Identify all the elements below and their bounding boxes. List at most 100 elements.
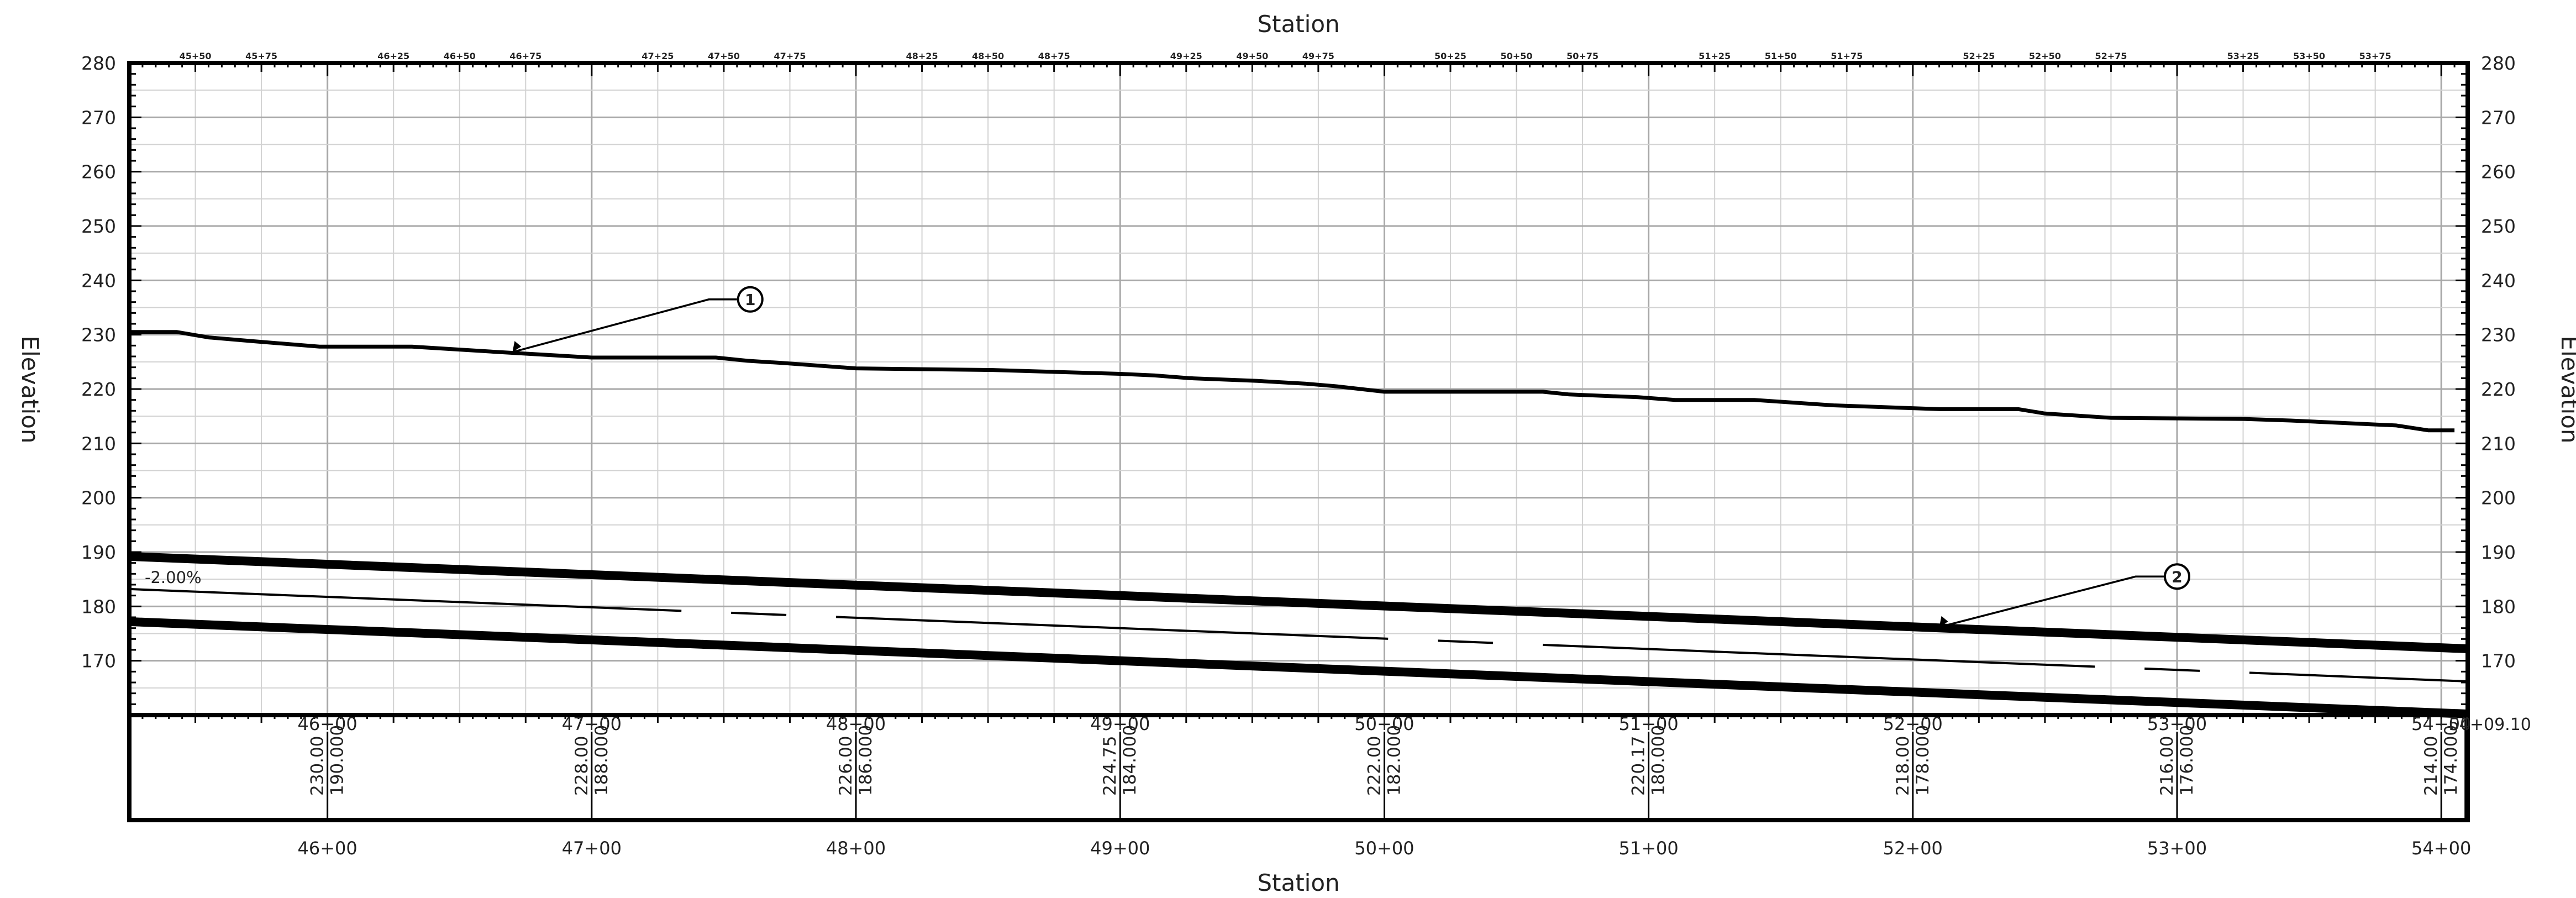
elevation-label-left: 190 <box>81 542 116 563</box>
right-axis-title: Elevation <box>2556 335 2576 443</box>
elevation-label-left: 240 <box>81 270 116 291</box>
band-station-label: 54+00 <box>2411 713 2471 734</box>
callout-leader <box>512 298 737 353</box>
invert-elevation-value: 190.000 <box>328 725 348 796</box>
elevation-label-left: 210 <box>81 433 116 454</box>
bottom-station-label: 50+00 <box>1354 838 1414 859</box>
band-station-label: 49+00 <box>1090 713 1150 734</box>
band-station-label: 46+00 <box>298 713 358 734</box>
station-label-top-minor: 46+50 <box>444 51 476 61</box>
ground-elevation-value: 218.00 <box>1893 736 1913 796</box>
station-label-top-minor: 51+25 <box>1699 51 1731 61</box>
station-label-top-minor: 47+75 <box>774 51 806 61</box>
left-axis-title: Elevation <box>17 335 44 443</box>
elevation-label-right: 260 <box>2481 161 2516 183</box>
invert-elevation-value: 182.000 <box>1384 725 1404 796</box>
station-label-top-minor: 47+50 <box>708 51 740 61</box>
station-label-top-minor: 48+25 <box>906 51 938 61</box>
bottom-axis-title: Station <box>1257 869 1339 896</box>
invert-elevation-value: 184.000 <box>1120 725 1140 796</box>
pipe-crown-line <box>129 552 2468 653</box>
ground-elevation-value: 214.00 <box>2421 736 2441 796</box>
data-band-border <box>127 713 2470 822</box>
elevation-label-left: 260 <box>81 161 116 183</box>
ground-elevation-value: 224.75 <box>1100 736 1120 796</box>
station-label-top-minor: 53+25 <box>2227 51 2259 61</box>
station-label-top-minor: 53+50 <box>2293 51 2325 61</box>
axes: 170 170 180 180 190 190 200 200 210 210 220 220 230 2… <box>81 51 2516 726</box>
bottom-station-label: 51+00 <box>1618 838 1678 859</box>
bottom-station-label: 49+00 <box>1090 838 1150 859</box>
station-label-top-minor: 50+25 <box>1434 51 1466 61</box>
band-station-label: 52+00 <box>1883 713 1943 734</box>
elevation-label-right: 270 <box>2481 107 2516 128</box>
station-label-top-minor: 52+50 <box>2029 51 2061 61</box>
invert-elevation-value: 186.000 <box>856 725 876 796</box>
bottom-station-label: 47+00 <box>562 838 622 859</box>
data-band: 46+00 46+00 47+00 47+00 48+00 48+00 49+00 49+00… <box>298 713 2531 859</box>
pipe-invert-line <box>129 617 2468 718</box>
bottom-station-label: 46+00 <box>298 838 358 859</box>
invert-elevation-value: 180.000 <box>1649 725 1669 796</box>
callouts: 12 <box>512 286 2190 628</box>
elevation-label-right: 230 <box>2481 324 2516 346</box>
station-label-top-minor: 49+50 <box>1236 51 1268 61</box>
elevation-label-right: 210 <box>2481 433 2516 454</box>
elevation-label-right: 170 <box>2481 650 2516 672</box>
bottom-station-label: 53+00 <box>2147 838 2207 859</box>
pipe-centerline <box>129 587 2468 682</box>
callout-leader <box>1939 575 2164 628</box>
elevation-label-right: 190 <box>2481 542 2516 563</box>
elevation-label-right: 240 <box>2481 270 2516 291</box>
elevation-label-left: 280 <box>81 52 116 74</box>
invert-elevation-value: 176.000 <box>2177 725 2197 796</box>
station-label-top-minor: 45+50 <box>180 51 212 61</box>
elevation-label-left: 170 <box>81 650 116 672</box>
station-label-top-minor: 53+75 <box>2359 51 2391 61</box>
elevation-label-left: 220 <box>81 379 116 400</box>
station-label-top-minor: 46+75 <box>509 51 542 61</box>
station-label-top-minor: 47+25 <box>642 51 674 61</box>
ground-elevation-value: 228.00 <box>572 736 592 796</box>
ground-elevation-value: 220.17 <box>1629 736 1649 796</box>
existing-ground-line <box>129 330 2455 433</box>
invert-elevation-value: 178.000 <box>1913 725 1933 796</box>
callout-number: 1 <box>745 291 755 309</box>
bottom-station-label: 54+00 <box>2411 838 2471 859</box>
ground-elevation-value: 230.00 <box>308 736 328 796</box>
bottom-station-label: 52+00 <box>1883 838 1943 859</box>
elevation-label-left: 200 <box>81 487 116 509</box>
elevation-label-left: 230 <box>81 324 116 346</box>
callout-bubble <box>2163 563 2190 590</box>
station-label-top-minor: 50+50 <box>1501 51 1533 61</box>
elevation-label-left: 250 <box>81 216 116 237</box>
ground-elevation-value: 226.00 <box>836 736 856 796</box>
ground-elevation-value: 222.00 <box>1364 736 1384 796</box>
station-label-top-minor: 49+75 <box>1302 51 1334 61</box>
elevation-label-right: 220 <box>2481 379 2516 400</box>
elevation-label-left: 270 <box>81 107 116 128</box>
profile-curves <box>129 330 2468 718</box>
grade-label: -2.00% <box>145 568 202 587</box>
band-station-label: 47+00 <box>562 713 622 734</box>
elevation-label-left: 180 <box>81 596 116 617</box>
invert-elevation-value: 188.000 <box>592 725 612 796</box>
frame <box>127 61 2470 822</box>
callout-bubble <box>737 286 764 313</box>
station-label-top-minor: 52+25 <box>1963 51 1995 61</box>
elevation-label-right: 250 <box>2481 216 2516 237</box>
station-label-top-minor: 46+25 <box>377 51 409 61</box>
bottom-station-label: 48+00 <box>826 838 886 859</box>
callout-number: 2 <box>2172 568 2182 586</box>
callout-arrowhead <box>1939 616 1948 627</box>
band-station-label: 50+00 <box>1354 713 1414 734</box>
end-station-label: 54+09.10 <box>2449 715 2531 734</box>
elevation-label-right: 200 <box>2481 487 2516 509</box>
station-label-top-minor: 48+75 <box>1038 51 1070 61</box>
station-label-top-minor: 50+75 <box>1566 51 1599 61</box>
station-label-top-minor: 45+75 <box>245 51 277 61</box>
station-label-top-minor: 49+25 <box>1170 51 1202 61</box>
band-station-label: 53+00 <box>2147 713 2207 734</box>
ground-elevation-value: 216.00 <box>2157 736 2177 796</box>
